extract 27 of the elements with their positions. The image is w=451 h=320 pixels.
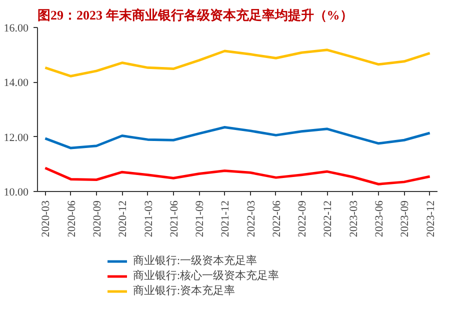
x-tick-label: 2021-03 — [142, 200, 155, 238]
legend-label: 商业银行:核心一级资本充足率 — [133, 268, 280, 283]
x-tick-label: 2022-09 — [296, 200, 309, 238]
line-series — [44, 166, 432, 186]
x-tick-label: 2023-06 — [374, 200, 386, 238]
x-tick-label: 2021-12 — [220, 200, 232, 238]
chart-title: 图29：2023 年末商业银行各级资本充足率均提升（%） — [38, 8, 353, 22]
x-tick-label: 2021-06 — [168, 200, 180, 238]
x-tick-label: 2023-03 — [348, 200, 360, 238]
x-tick-label: 2023-09 — [399, 200, 412, 238]
y-tick-label: 12.00 — [4, 132, 29, 144]
line-series — [44, 126, 432, 150]
legend-label: 商业银行:一级资本充足率 — [133, 254, 258, 268]
x-tick-label: 2023-12 — [424, 200, 437, 238]
x-tick-label: 2022-03 — [245, 200, 258, 238]
x-tick-label: 2020-06 — [66, 200, 78, 238]
x-tick-label: 2022-12 — [322, 200, 334, 238]
x-tick-label: 2020-03 — [40, 200, 52, 238]
y-tick-label: 16.00 — [4, 22, 29, 34]
x-tick-label: 2021-09 — [194, 200, 206, 238]
legend-label: 商业银行:资本充足率 — [133, 284, 236, 298]
y-tick-label: 10.00 — [4, 186, 29, 198]
x-tick-label: 2020-12 — [117, 200, 130, 238]
x-tick-label: 2022-06 — [270, 200, 283, 238]
x-tick-label: 2020-09 — [91, 200, 104, 238]
y-tick-label: 14.00 — [4, 77, 29, 90]
line-series — [44, 48, 432, 78]
